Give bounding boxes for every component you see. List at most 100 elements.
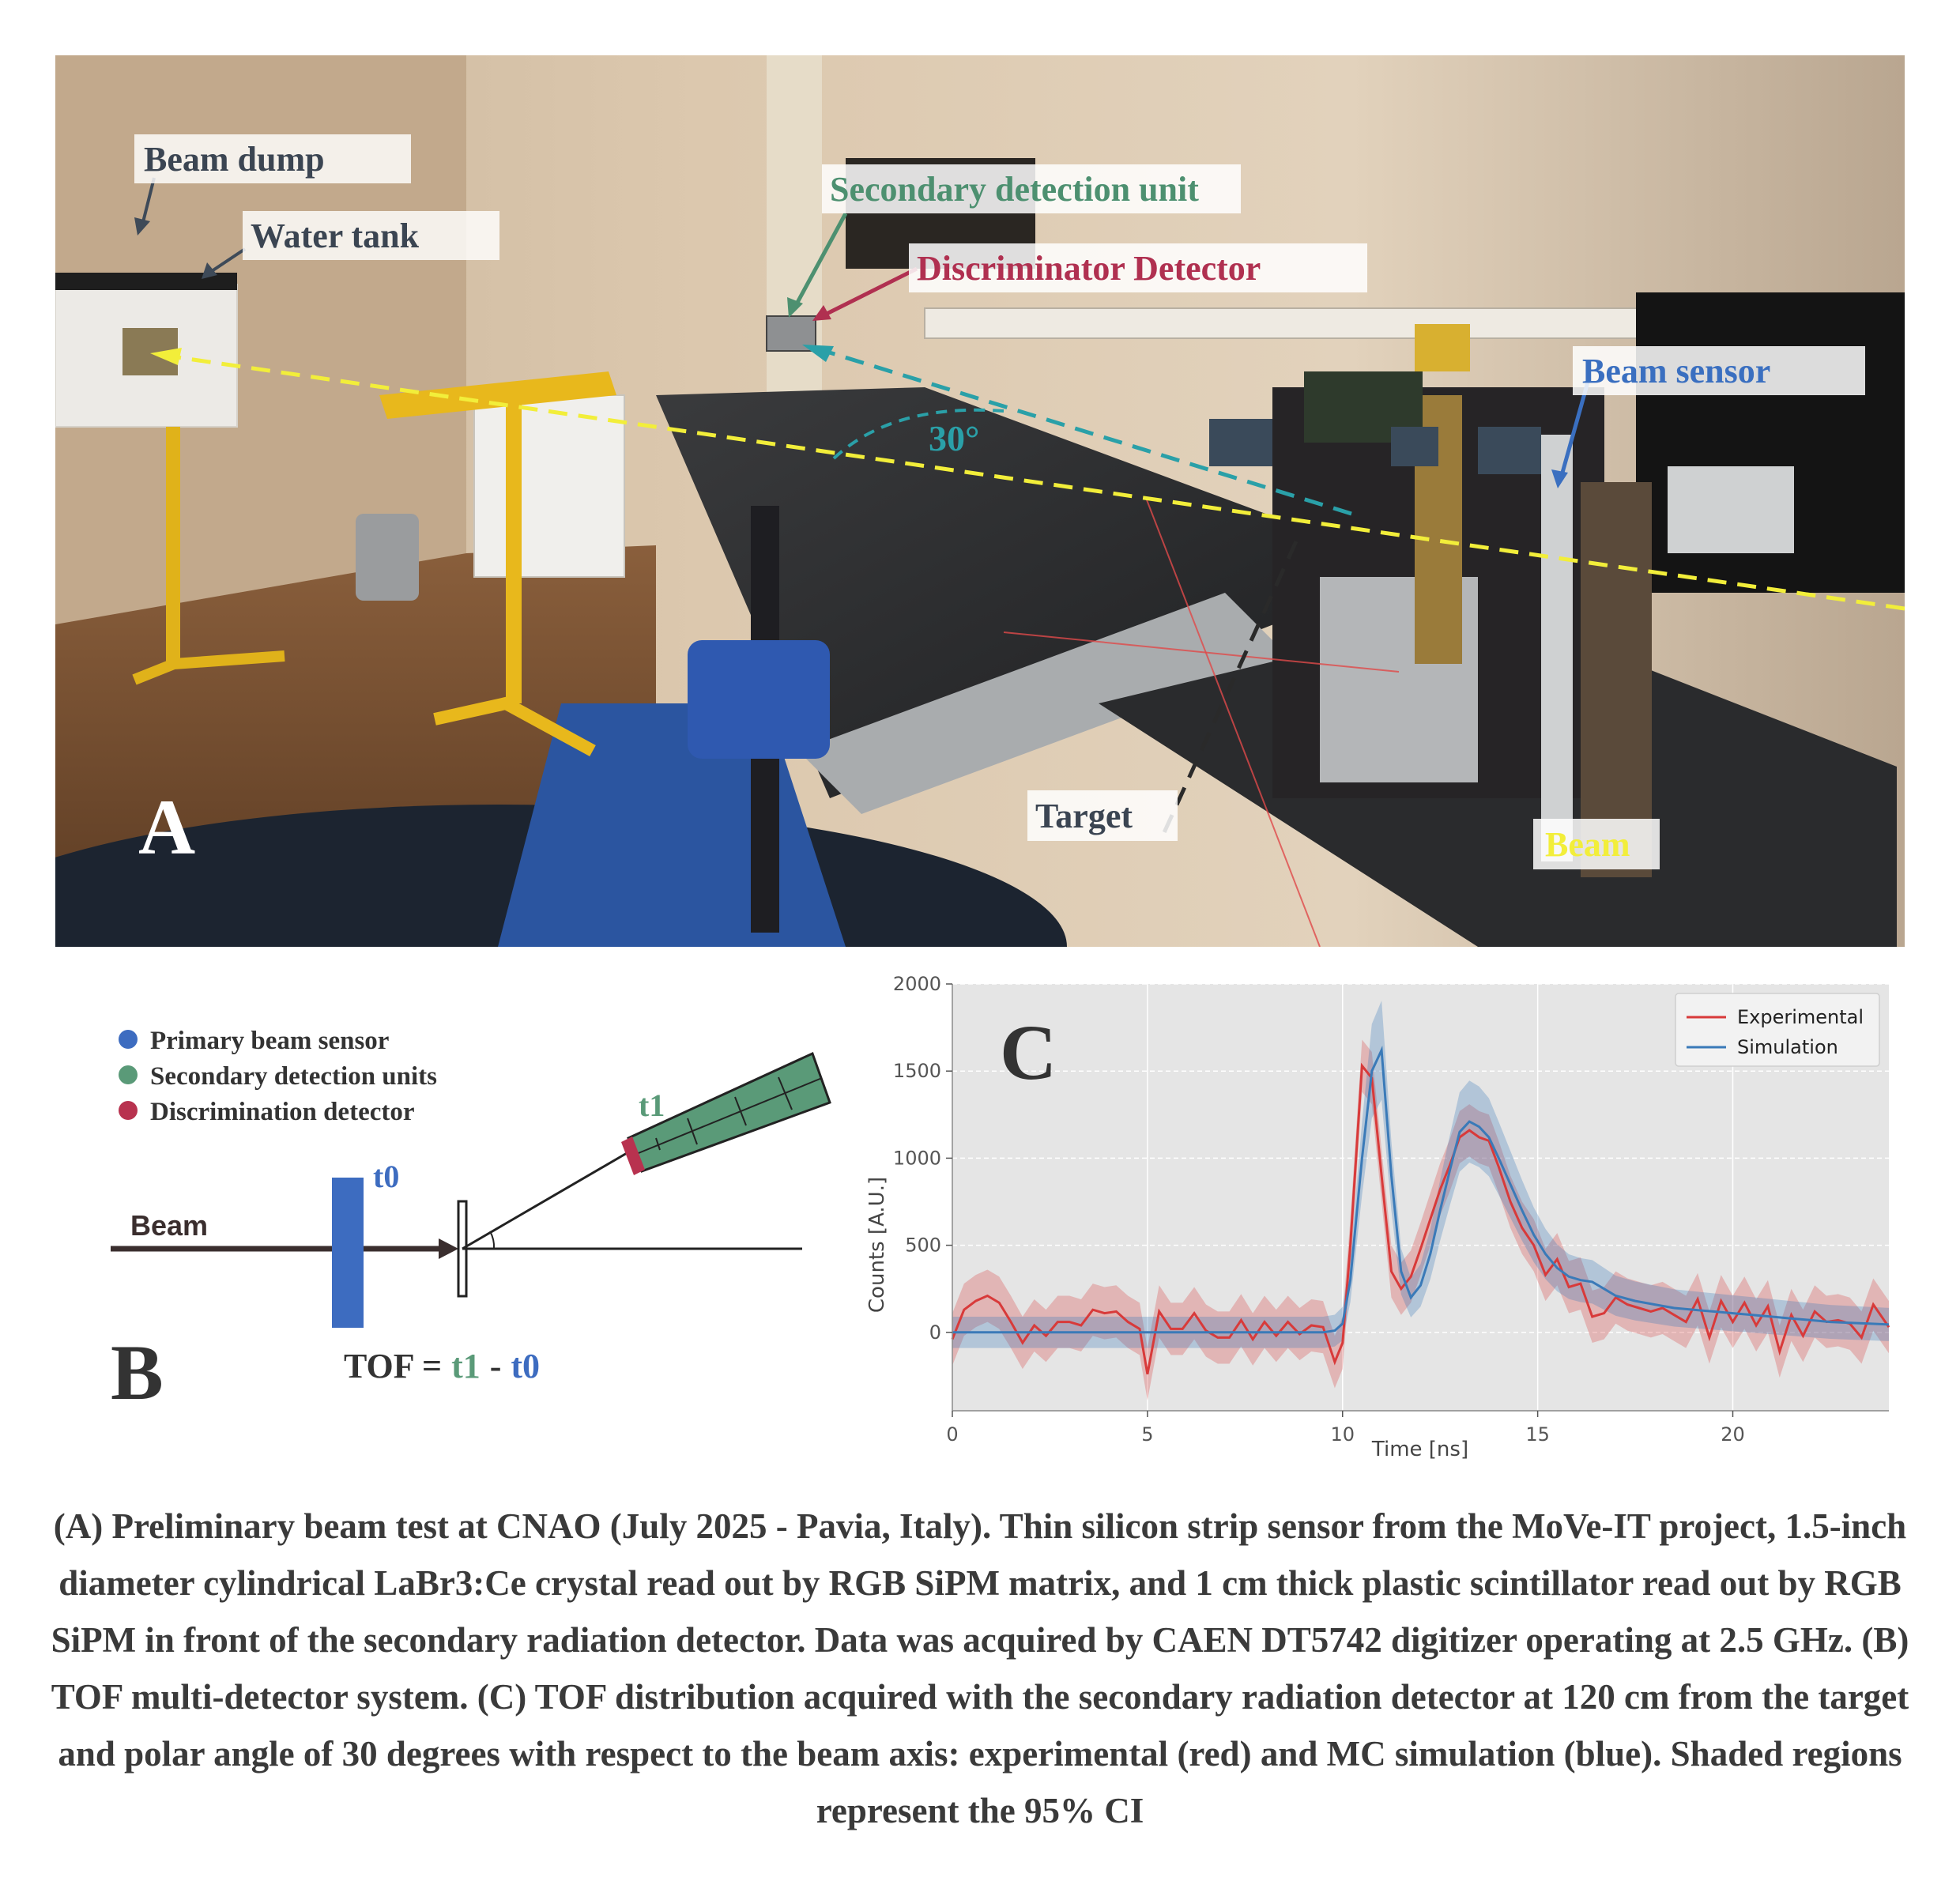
water-tank-label-box xyxy=(243,211,499,260)
stand-top xyxy=(379,371,616,419)
y-tick-label: 500 xyxy=(905,1235,941,1257)
legend-discrimination: Discrimination detector xyxy=(150,1098,415,1126)
beam-sensor-arrowhead xyxy=(1551,469,1568,488)
discriminator-label-box xyxy=(909,243,1367,292)
secondary-direction-line xyxy=(813,345,1352,516)
beam-axis-arrowhead xyxy=(150,348,182,365)
treatment-table xyxy=(656,387,1415,798)
y-tick-label: 1500 xyxy=(893,1060,941,1082)
series-ci-band-simulation xyxy=(952,1001,1889,1348)
x-axis-label: Time [ns] xyxy=(1371,1438,1468,1461)
secondary-unit-arrowhead xyxy=(787,297,803,318)
t1-label: t1 xyxy=(639,1088,665,1123)
discrimination-detector-b xyxy=(621,1137,645,1175)
secondary-direction-b xyxy=(462,1148,633,1250)
discriminator-label: Discriminator Detector xyxy=(917,249,1261,288)
oscilloscope-3 xyxy=(1478,427,1541,474)
x-tick-label: 15 xyxy=(1525,1423,1550,1446)
motor xyxy=(1415,324,1470,371)
panel-c-letter: C xyxy=(1000,1008,1057,1096)
beam-arrowhead xyxy=(439,1238,458,1259)
legend-dot-secondary xyxy=(119,1065,138,1084)
x-tick-label: 20 xyxy=(1721,1423,1745,1446)
figure-caption: (A) Preliminary beam test at CNAO (July … xyxy=(51,1506,1909,1830)
y-tick-label: 1000 xyxy=(893,1147,941,1169)
beam-label-b: Beam xyxy=(130,1209,208,1242)
x-tick-label: 10 xyxy=(1330,1423,1355,1446)
secondary-unit-arrow xyxy=(792,212,848,310)
tof-formula: TOF = t1- t0 xyxy=(344,1347,540,1385)
panel-b-letter: B xyxy=(111,1329,164,1407)
discriminator-arrow xyxy=(820,266,918,319)
y-axis-label: Counts [A.U.] xyxy=(865,1177,889,1313)
tof-t0: t0 xyxy=(511,1347,540,1385)
legend-secondary: Secondary detection units xyxy=(150,1062,437,1091)
y-tick-label: 0 xyxy=(929,1321,941,1344)
beam-sensor-label-box xyxy=(1573,346,1865,395)
oscilloscope-1 xyxy=(1209,419,1272,466)
angle-arc-b xyxy=(489,1231,496,1250)
x-tick-label: 0 xyxy=(946,1423,958,1446)
wall-trunking xyxy=(924,307,1732,339)
angle-arc xyxy=(832,408,1004,460)
stand-legs xyxy=(433,696,596,757)
panel-b-diagram: Primary beam sensor Secondary detection … xyxy=(111,1027,831,1407)
tank-stand-legs xyxy=(132,650,285,685)
beam-dump-arrow xyxy=(141,177,156,226)
laser-line-vertical xyxy=(1145,497,1321,947)
tof-prefix: TOF = xyxy=(344,1347,442,1385)
series-line-simulation xyxy=(952,1045,1890,1334)
water-tank-arrow xyxy=(208,247,247,274)
water-tank-label: Water tank xyxy=(251,217,420,255)
secondary-unit-label: Secondary detection unit xyxy=(830,170,1199,209)
beam-dump-label: Beam dump xyxy=(144,140,325,179)
wedge-tick-2 xyxy=(734,1096,747,1126)
legend-dot-discrimination xyxy=(119,1101,138,1120)
trash-bin xyxy=(356,514,419,601)
left-wall xyxy=(55,55,466,624)
cable-bundle xyxy=(1581,482,1652,877)
beam-axis-line xyxy=(165,353,1905,611)
beam-dump-label-box xyxy=(134,134,411,183)
target-label: Target xyxy=(1035,797,1133,835)
t0-label: t0 xyxy=(373,1159,399,1194)
sink-cabinet xyxy=(473,394,625,578)
legend-entry: Simulation xyxy=(1737,1036,1838,1058)
panel-c-chart: 0 5 10 15 20 0 500 1000 1500 2000 C Experimental S… xyxy=(865,973,1890,1461)
secondary-direction-arrowhead xyxy=(802,345,834,362)
tof-t1: t1 xyxy=(451,1347,481,1385)
discriminator-arrowhead xyxy=(812,305,831,321)
target-pointer-line xyxy=(1159,540,1298,839)
primary-beam-sensor xyxy=(332,1178,364,1328)
legend-primary: Primary beam sensor xyxy=(150,1027,389,1055)
wedge-tick-3 xyxy=(778,1076,793,1110)
x-tick-label: 5 xyxy=(1141,1423,1153,1446)
tof-minus: - xyxy=(490,1347,502,1385)
beam-sensor-arrow xyxy=(1559,379,1591,479)
panel-a-letter: A xyxy=(138,783,195,871)
wedge-tick-0 xyxy=(655,1137,661,1151)
secondary-unit-label-box xyxy=(822,164,1241,213)
beam-sensor-label: Beam sensor xyxy=(1582,352,1770,390)
laser-line-horizontal xyxy=(1003,631,1400,673)
tank-stand-pole xyxy=(166,427,180,664)
beam-label-box xyxy=(1533,819,1660,869)
beam-label: Beam xyxy=(1545,825,1630,864)
chart-axes: 0 5 10 15 20 0 500 1000 1500 2000 xyxy=(893,973,1889,1446)
chart-legend: Experimental Simulation xyxy=(1675,993,1880,1067)
oscilloscope-2 xyxy=(1391,427,1438,466)
frame-bar xyxy=(1541,435,1573,861)
target-label-box xyxy=(1027,790,1178,841)
clamp-head xyxy=(688,640,830,759)
heatsink xyxy=(1668,466,1794,553)
panel-a-photo: Beam dump Water tank Secondary detection… xyxy=(55,55,1905,947)
series-line-experimental xyxy=(951,1062,1890,1374)
beam-dump-arrowhead xyxy=(134,217,150,236)
wedge-tick-1 xyxy=(687,1118,698,1145)
water-tank-arrowhead xyxy=(202,262,217,279)
wedge-center-line xyxy=(634,1077,823,1155)
water-tank-lid xyxy=(55,273,237,290)
stand-pole xyxy=(506,403,522,703)
legend-dot-primary xyxy=(119,1030,138,1049)
y-tick-label: 2000 xyxy=(893,973,941,995)
